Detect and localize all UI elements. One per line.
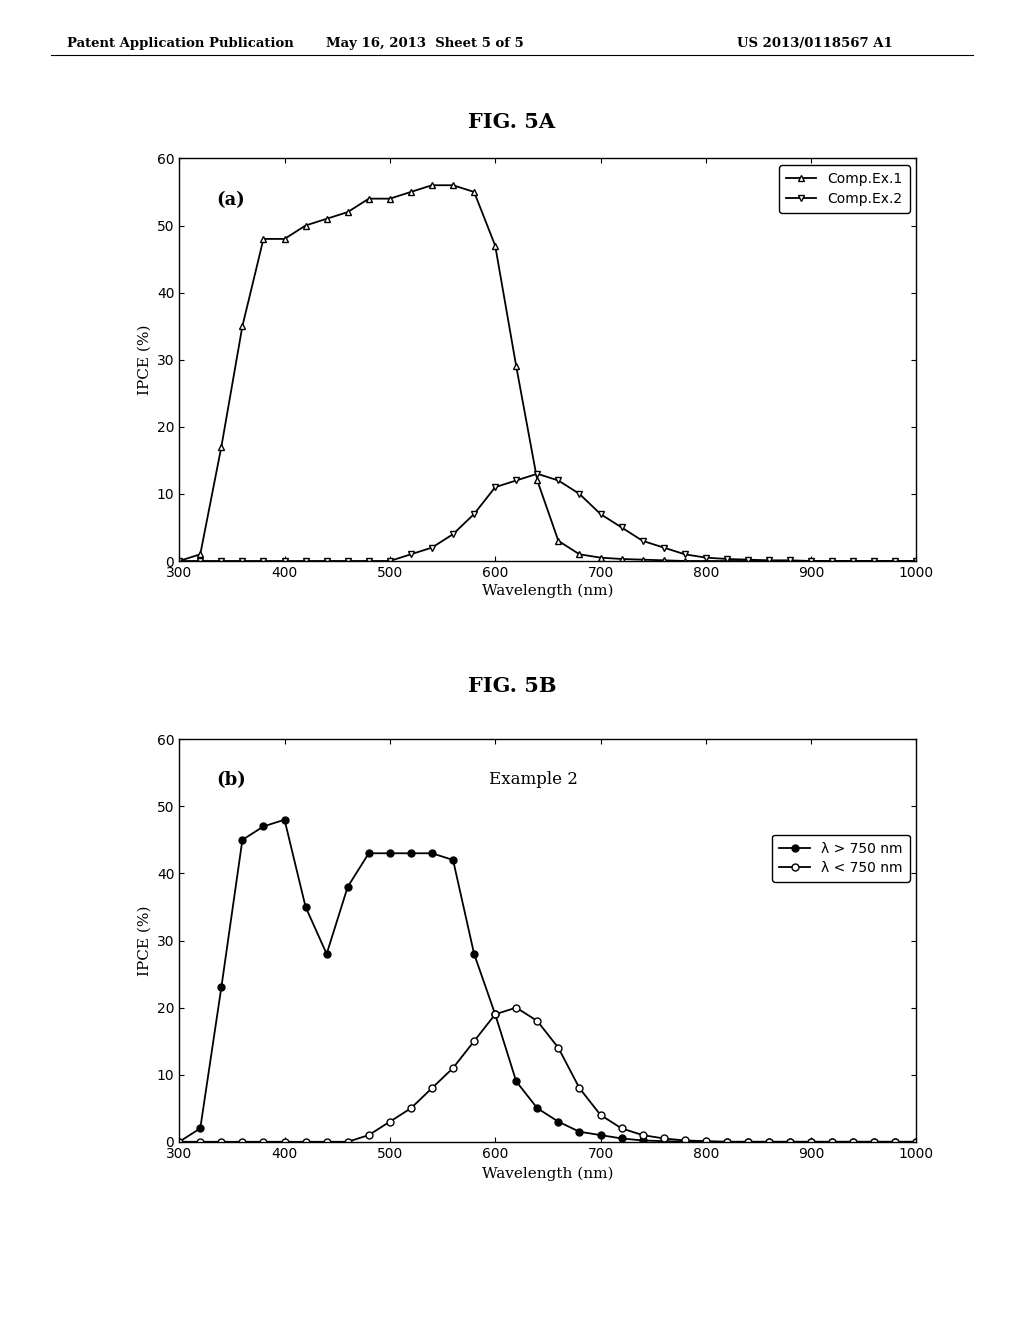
X-axis label: Wavelength (nm): Wavelength (nm)	[482, 1166, 613, 1180]
Text: FIG. 5B: FIG. 5B	[468, 676, 556, 696]
Text: Example 2: Example 2	[488, 771, 578, 788]
Text: Patent Application Publication: Patent Application Publication	[67, 37, 293, 50]
Text: (b): (b)	[216, 771, 246, 789]
Text: May 16, 2013  Sheet 5 of 5: May 16, 2013 Sheet 5 of 5	[326, 37, 524, 50]
Text: (a): (a)	[216, 190, 245, 209]
Y-axis label: IPCE (%): IPCE (%)	[137, 325, 152, 395]
Y-axis label: IPCE (%): IPCE (%)	[137, 906, 152, 975]
Legend: Comp.Ex.1, Comp.Ex.2: Comp.Ex.1, Comp.Ex.2	[778, 165, 909, 213]
Legend: λ > 750 nm, λ < 750 nm: λ > 750 nm, λ < 750 nm	[772, 834, 909, 882]
Text: Wavelength (nm): Wavelength (nm)	[482, 583, 613, 598]
Text: FIG. 5A: FIG. 5A	[468, 112, 556, 132]
Text: US 2013/0118567 A1: US 2013/0118567 A1	[737, 37, 893, 50]
